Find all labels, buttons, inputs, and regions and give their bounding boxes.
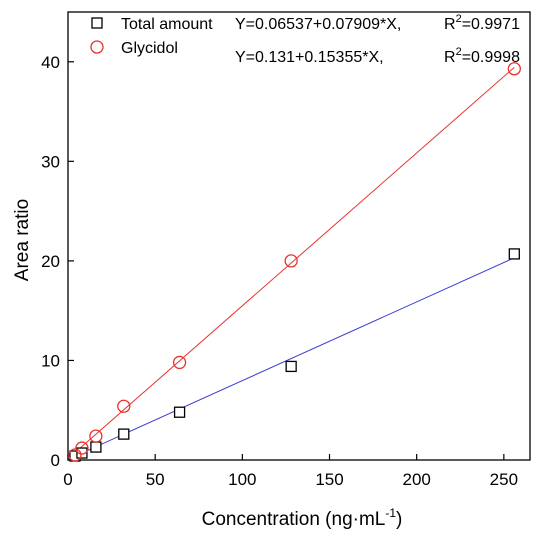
r2-total-amount: R2=0.9971 xyxy=(444,13,520,33)
y-tick-label: 20 xyxy=(41,252,60,271)
x-tick-label: 100 xyxy=(228,470,256,489)
y-tick-label: 0 xyxy=(51,451,60,470)
legend-label-total-amount: Total amount xyxy=(121,16,213,33)
data-point-total-amount xyxy=(118,428,130,440)
y-tick-label: 40 xyxy=(41,53,60,72)
plot-frame xyxy=(67,11,531,461)
fit-line-total-amount xyxy=(74,257,515,457)
data-point-total-amount xyxy=(76,447,88,459)
x-tick-label: 250 xyxy=(490,470,518,489)
data-point-glycidol xyxy=(68,448,82,462)
x-tick-label: 200 xyxy=(402,470,430,489)
data-point-glycidol xyxy=(75,441,89,455)
data-point-glycidol xyxy=(172,355,187,370)
legend-marker-glycidol xyxy=(90,40,104,54)
data-point-glycidol xyxy=(89,429,103,443)
legend: Total amount Glycidol xyxy=(90,16,213,57)
fit-lines xyxy=(74,66,515,457)
r2-glycidol: R2=0.9998 xyxy=(444,46,520,66)
x-axis-title: Concentration (ng·mL-1) xyxy=(202,506,403,530)
fit-line-glycidol xyxy=(74,66,515,453)
y-tick-label: 10 xyxy=(41,351,60,370)
y-axis-title: Area ratio xyxy=(12,199,33,281)
data-point-glycidol xyxy=(117,399,131,413)
y-tick-label: 30 xyxy=(41,152,60,171)
data-point-total-amount xyxy=(90,441,102,453)
data-point-total-amount xyxy=(508,248,520,260)
data-point-total-amount xyxy=(173,406,186,418)
x-tick-label: 150 xyxy=(315,470,343,489)
data-point-total-amount xyxy=(285,360,297,373)
legend-label-glycidol: Glycidol xyxy=(121,40,178,57)
ticks: 0 50 100 150 200 250 0 10 20 30 40 xyxy=(41,53,518,489)
data-point-glycidol xyxy=(507,62,521,76)
fit-equations: Y=0.06537+0.07909*X, R2=0.9971 Y=0.131+0… xyxy=(235,13,520,66)
x-tick-label: 0 xyxy=(63,470,72,489)
data-point-glycidol xyxy=(284,254,298,268)
equation-glycidol: Y=0.131+0.15355*X, xyxy=(235,49,384,66)
data-markers xyxy=(68,62,521,462)
legend-marker-total-amount xyxy=(91,17,103,29)
equation-total-amount: Y=0.06537+0.07909*X, xyxy=(235,16,401,33)
axes xyxy=(67,11,531,461)
x-tick-label: 50 xyxy=(146,470,165,489)
